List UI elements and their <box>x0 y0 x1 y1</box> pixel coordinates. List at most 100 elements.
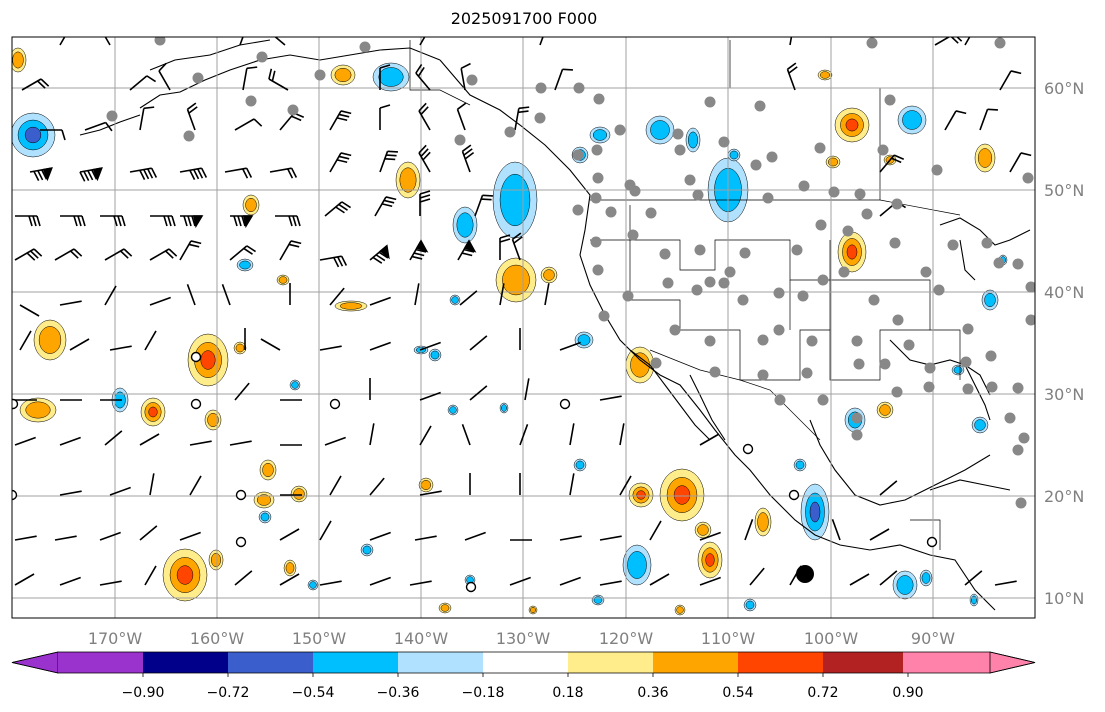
wind-barb <box>559 576 581 586</box>
wind-barb <box>229 440 252 446</box>
wind-barb <box>279 573 300 586</box>
wind-barb <box>499 234 511 260</box>
shaded-contour <box>846 244 858 260</box>
station-dot <box>947 239 959 251</box>
longitude-labels: 170°W 160°W 150°W 140°W 130°W 120°W 110°W 100°W… <box>88 629 955 648</box>
latitude-label: 10°N <box>1044 589 1084 608</box>
wind-barb <box>40 129 66 141</box>
wind-barb <box>104 285 117 306</box>
station-dot <box>903 339 915 351</box>
station-dot <box>627 229 639 241</box>
shaded-contour <box>896 575 914 595</box>
wind-barb <box>29 167 53 182</box>
wind-barb <box>275 215 301 227</box>
calm-marker <box>465 581 477 593</box>
colorbar-tick-label: 0.72 <box>807 685 838 701</box>
wind-barb <box>189 440 212 446</box>
station-dot <box>629 185 641 197</box>
shaded-contour <box>745 600 755 610</box>
map-title: 2025091700 F000 <box>450 9 598 28</box>
wind-barb <box>461 144 475 173</box>
station-dot <box>762 192 774 204</box>
wind-barb <box>456 102 467 131</box>
wind-barb <box>268 68 289 91</box>
wind-barb <box>1009 152 1032 173</box>
shaded-contour <box>676 606 684 614</box>
station-dot <box>645 207 657 219</box>
station-dot <box>709 366 721 378</box>
station-dot <box>791 244 803 256</box>
station-dot <box>1022 172 1034 184</box>
shaded-contour <box>148 406 158 418</box>
calm-marker <box>329 398 341 410</box>
shaded-contour <box>235 343 245 353</box>
station-dot <box>659 248 671 260</box>
station-dot <box>757 334 769 346</box>
colorbar-segment <box>738 652 823 673</box>
wind-barb <box>234 382 250 401</box>
longitude-label: 100°W <box>804 629 859 648</box>
station-dot <box>1004 412 1016 424</box>
station-dot <box>853 358 865 370</box>
wind-barb <box>279 528 300 541</box>
wind-barb <box>104 37 111 46</box>
station-dot <box>931 164 943 176</box>
wind-barb <box>409 239 429 261</box>
colorbar-extend-low <box>11 651 59 674</box>
wind-barb <box>418 144 431 173</box>
station-dot <box>854 188 866 200</box>
station-dot <box>815 219 827 231</box>
station-dot <box>842 225 854 237</box>
wind-barb <box>104 430 123 446</box>
shaded-contour <box>592 129 608 141</box>
station-dot <box>960 356 972 368</box>
station-dot <box>573 82 585 94</box>
station-dot <box>892 314 904 326</box>
wind-barb <box>460 62 471 91</box>
colorbar-segment <box>398 652 483 673</box>
colorbar-tick-label: 0.36 <box>637 685 668 701</box>
station-dot <box>359 41 371 53</box>
wind-barb <box>15 215 41 227</box>
wind-barb <box>229 245 257 261</box>
station-dot <box>287 104 299 116</box>
station-dot <box>1025 314 1035 326</box>
wind-barb <box>414 283 420 306</box>
station-dot <box>674 144 686 156</box>
station-dot <box>592 172 604 184</box>
colorbar-segment <box>313 652 398 673</box>
shaded-contour <box>285 562 295 574</box>
station-dot <box>994 37 1006 49</box>
wind-barb <box>54 248 83 261</box>
wind-barb <box>14 535 37 541</box>
station-dot <box>962 323 974 335</box>
station-dot <box>962 383 974 395</box>
shaded-contour <box>420 479 432 491</box>
wind-barb <box>499 283 505 306</box>
station-dot <box>692 189 704 201</box>
wind-barb <box>324 201 352 217</box>
shaded-contour <box>399 167 417 193</box>
station-dot <box>817 394 829 406</box>
wind-barb <box>559 341 581 351</box>
shaded-contour <box>440 604 450 612</box>
colorbar-segment <box>568 652 653 673</box>
wind-barb <box>319 255 348 268</box>
wind-barbs <box>14 37 1032 586</box>
wind-barb <box>239 37 244 46</box>
large-black-marker <box>796 565 814 583</box>
shaded-contour <box>627 551 647 579</box>
station-dot <box>245 95 257 107</box>
wind-barb <box>179 531 201 541</box>
calm-marker <box>926 536 938 548</box>
wind-barb <box>554 68 573 91</box>
wind-barb <box>786 62 798 91</box>
wind-barb <box>964 37 971 46</box>
wind-barb <box>999 70 1022 91</box>
station-dot <box>622 290 634 302</box>
wind-barb <box>189 475 202 496</box>
colorbar-extend-high <box>989 651 1036 674</box>
wind-barb <box>104 248 133 261</box>
shaded-contour <box>293 488 305 500</box>
